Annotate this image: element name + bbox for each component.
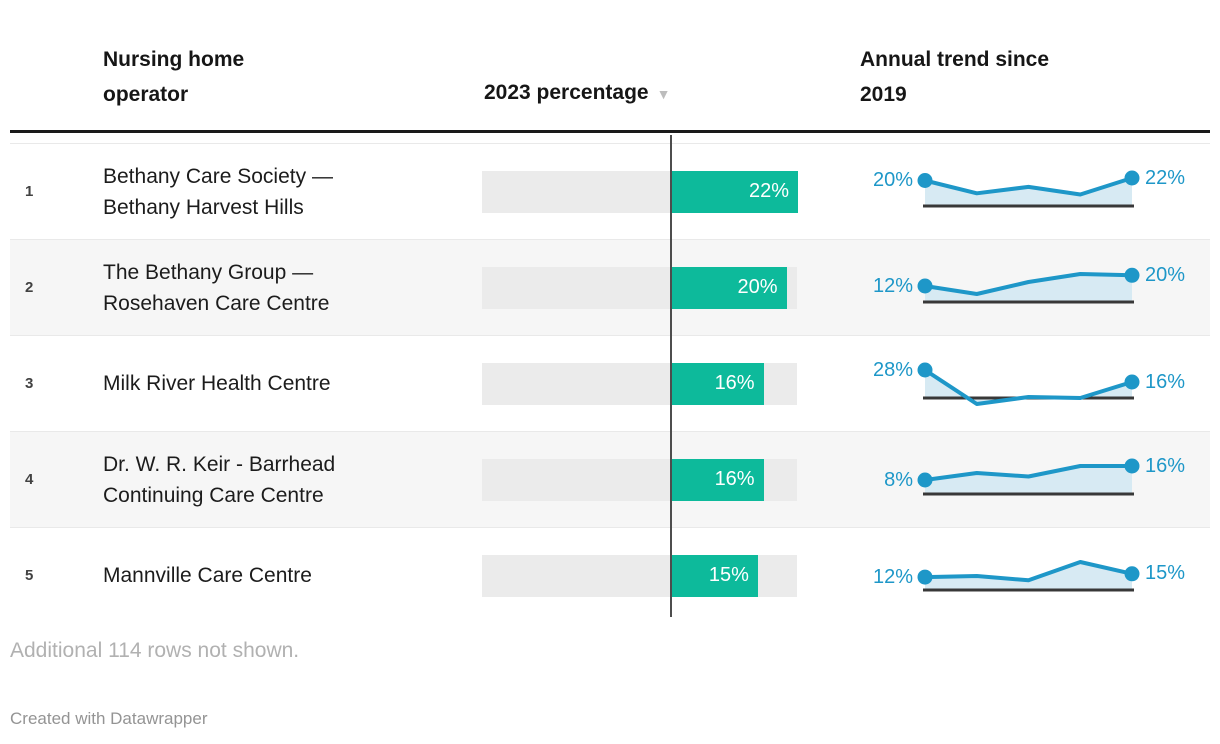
operator-name: Bethany Care Society — Bethany Harvest H… [103,164,333,219]
trend-sparkline: 12% 15% [860,528,1210,624]
row-rank: 3 [25,375,34,392]
row-rank: 4 [25,471,34,488]
bar-track: 20% [482,266,797,309]
table-row: 5 Mannville Care Centre 15% 12% 15% [10,527,1210,623]
operator-name: Dr. W. R. Keir - Barrhead Continuing Car… [103,452,336,507]
trend-sparkline: 20% 22% [860,144,1210,240]
trend-end-label: 16% [1145,454,1186,477]
trend-end-label: 20% [1145,263,1186,286]
row-rank: 5 [25,567,34,584]
sort-descending-icon[interactable]: ▼ [656,86,671,102]
operator-name: The Bethany Group — Rosehaven Care Centr… [103,260,330,315]
table-row: 3 Milk River Health Centre 16% 28% 16% [10,335,1210,431]
rows-not-shown-note: Additional 114 rows not shown. [10,639,300,662]
trend-start-label: 20% [872,169,913,191]
bar-value-label: 15% [708,564,749,586]
bar-value-label: 20% [737,276,778,298]
trend-column-label: Annual trend since 2019 [860,48,1050,106]
operator-column-header[interactable]: Nursing home operator [103,42,482,112]
operator-name: Mannville Care Centre [103,564,312,587]
trend-start-label: 28% [872,358,913,381]
bar-value-label: 22% [748,180,789,202]
table-row: 2 The Bethany Group — Rosehaven Care Cen… [10,239,1210,335]
trend-start-label: 12% [872,565,913,588]
sparkline-chart [917,170,1140,207]
row-rank: 1 [25,183,34,200]
trend-start-label: 12% [872,274,913,297]
table-body: 1 Bethany Care Society — Bethany Harvest… [10,133,1210,623]
bar-track: 22% [482,170,798,213]
trend-column-header[interactable]: Annual trend since 2019 [797,42,1210,112]
trend-end-label: 15% [1145,562,1186,585]
operator-name: Milk River Health Centre [103,372,331,395]
table-row: 1 Bethany Care Society — Bethany Harvest… [10,143,1210,239]
trend-sparkline: 8% 16% [860,432,1210,528]
percentage-bar: 22% [672,170,798,213]
bar-track: 15% [482,554,797,597]
row-rank: 2 [25,279,34,296]
sparkline-chart [917,362,1140,406]
bar-zero-axis-line [670,135,672,617]
bar-value-label: 16% [714,372,755,394]
header-rule [10,130,1210,133]
percentage-bar: 16% [672,362,764,405]
percentage-column-label: 2023 percentage [484,81,649,104]
bar-track: 16% [482,362,797,405]
trend-end-label: 22% [1145,166,1186,189]
sparkline-chart [917,267,1140,303]
percentage-bar: 16% [672,458,764,501]
percentage-bar: 20% [672,266,787,309]
operator-column-label: Nursing home operator [103,48,245,106]
percentage-column-header[interactable]: 2023 percentage ▼ [482,75,797,112]
bar-track: 16% [482,458,797,501]
sparkline-chart [917,559,1140,591]
trend-sparkline: 28% 16% [860,336,1210,432]
bar-value-label: 16% [714,468,755,490]
datawrapper-credit-link[interactable]: Created with Datawrapper [10,709,208,728]
table-row: 4 Dr. W. R. Keir - Barrhead Continuing C… [10,431,1210,527]
percentage-bar: 15% [672,554,758,597]
table-header: Nursing home operator 2023 percentage ▼ A… [10,0,1210,130]
sparkline-chart [917,458,1140,495]
trend-sparkline: 12% 20% [860,240,1210,336]
trend-end-label: 16% [1145,370,1186,393]
trend-start-label: 8% [884,468,913,491]
